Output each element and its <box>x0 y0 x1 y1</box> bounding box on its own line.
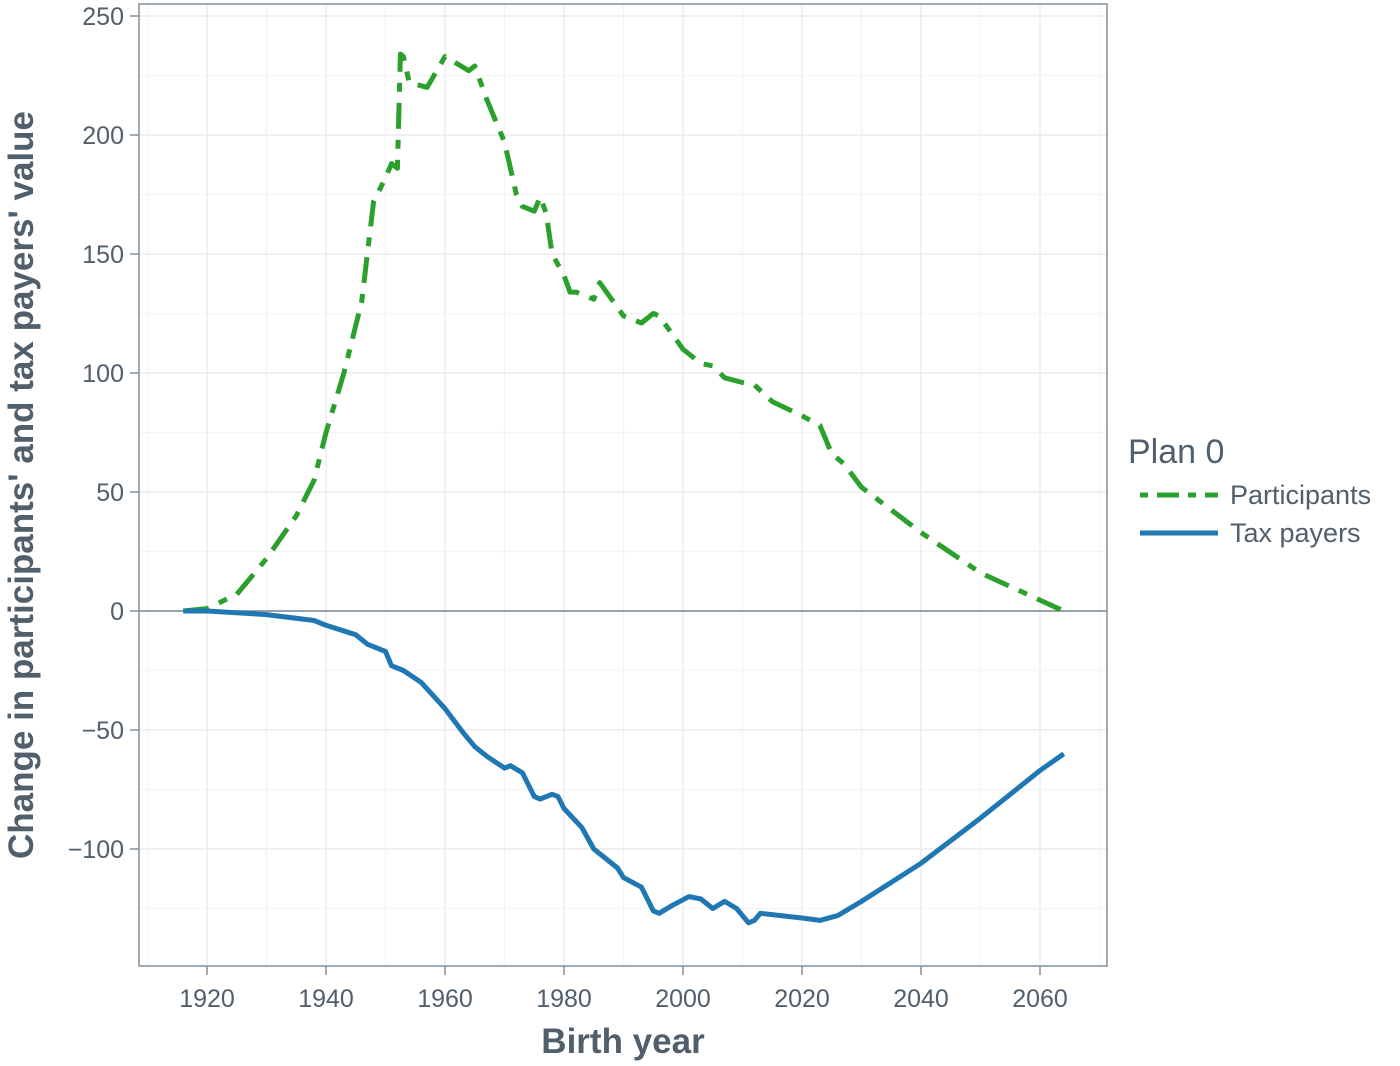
participants-line <box>182 51 1065 614</box>
solid-line-icon <box>1140 530 1218 536</box>
x-tick-label: 2060 <box>1012 985 1068 1013</box>
data-series <box>182 51 1066 926</box>
legend: Plan 0 Participants Tax payers <box>1128 432 1371 552</box>
x-tick-label: 1940 <box>298 985 354 1013</box>
x-tick-label: 2020 <box>774 985 830 1013</box>
tax-payers-line <box>183 608 1066 926</box>
y-tick-label: 200 <box>82 122 124 150</box>
x-tick-label: 2040 <box>893 985 949 1013</box>
y-axis: −100 −50 0 50 100 150 200 250 <box>68 3 139 864</box>
legend-label: Participants <box>1230 479 1372 510</box>
legend-title: Plan 0 <box>1128 433 1225 471</box>
y-tick-label: 150 <box>82 241 124 269</box>
y-tick-label: −100 <box>68 836 124 864</box>
y-axis-title: Change in participants' and tax payers' … <box>2 111 41 859</box>
legend-item-participants: Participants <box>1128 476 1371 514</box>
x-tick-label: 1960 <box>417 985 473 1013</box>
y-tick-label: −50 <box>82 717 124 745</box>
plot-panel-border <box>138 3 1108 967</box>
x-axis: 1920 1940 1960 1980 2000 2020 2040 2060 <box>179 966 1068 1013</box>
legend-label: Tax payers <box>1230 517 1361 548</box>
x-tick-label: 2000 <box>655 985 711 1013</box>
legend-item-tax-payers: Tax payers <box>1128 514 1371 552</box>
x-tick-label: 1920 <box>179 985 235 1013</box>
y-tick-label: 0 <box>110 598 124 626</box>
dashdot-line-icon <box>1140 492 1218 498</box>
y-tick-label: 50 <box>96 479 124 507</box>
y-tick-label: 100 <box>82 360 124 388</box>
x-tick-label: 1980 <box>536 985 592 1013</box>
x-axis-title: Birth year <box>541 1022 705 1061</box>
y-tick-label: 250 <box>82 3 124 31</box>
